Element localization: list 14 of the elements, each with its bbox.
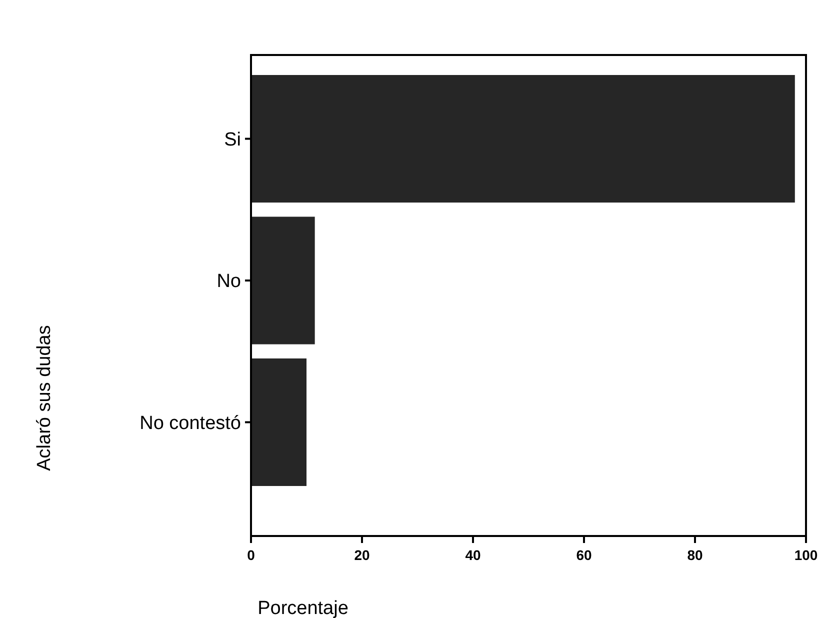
x-tick-label: 40 <box>465 547 481 563</box>
y-tick-label: No contestó <box>140 412 241 434</box>
bar <box>251 75 795 203</box>
x-tick-label: 0 <box>247 547 256 563</box>
bar <box>251 358 306 486</box>
x-tick-label: 20 <box>354 547 370 563</box>
y-tick-label: No <box>216 271 241 292</box>
x-tick-label: 100 <box>794 547 818 563</box>
x-tick-label: 80 <box>687 547 703 563</box>
y-tick-label: Si <box>224 129 241 150</box>
x-tick-label: 60 <box>576 547 592 563</box>
x-axis-title: Porcentaje <box>258 598 348 618</box>
bar <box>251 216 315 344</box>
y-axis-title: Aclaró sus dudas <box>34 325 55 471</box>
